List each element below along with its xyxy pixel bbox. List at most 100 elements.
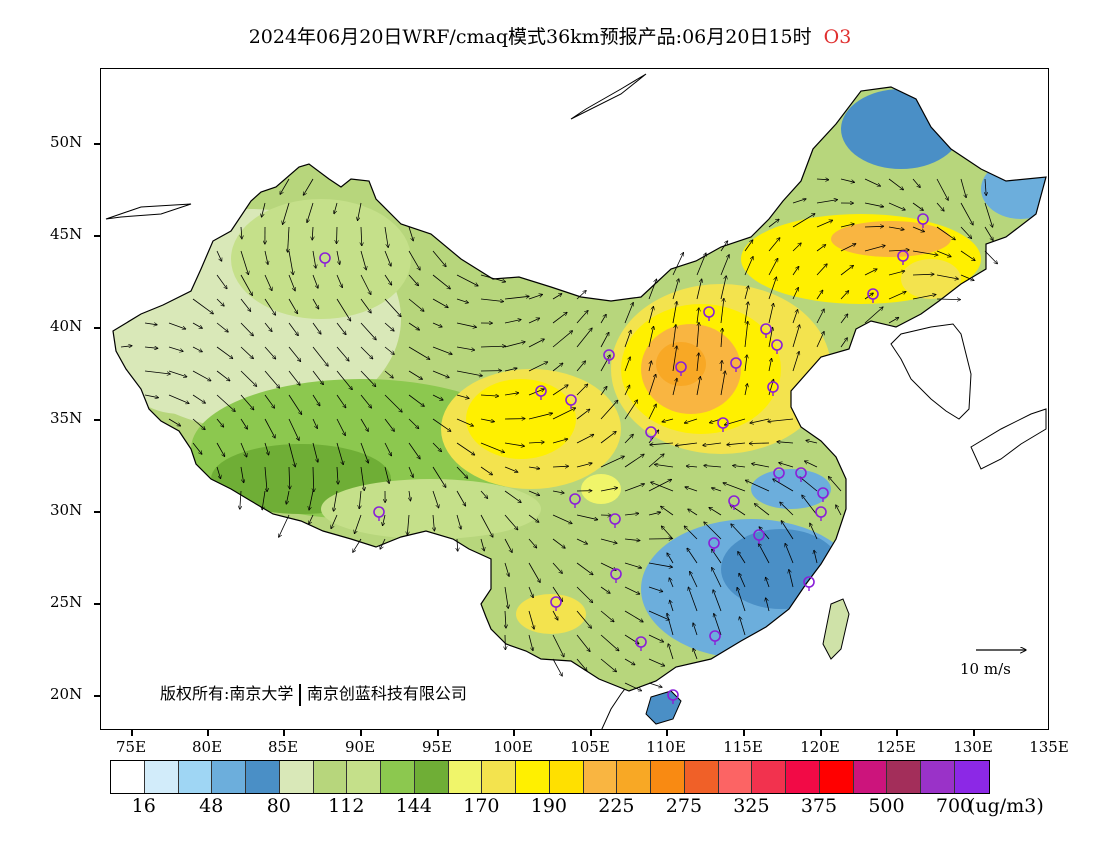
wind-vector xyxy=(840,338,847,348)
lat-tick xyxy=(94,511,100,513)
wind-vector xyxy=(408,346,430,360)
wind-vector xyxy=(768,303,774,324)
wind-vector xyxy=(912,226,925,232)
wind-vector xyxy=(828,477,842,492)
wind-vector xyxy=(168,322,186,329)
wind-vector xyxy=(600,355,610,372)
wind-vector xyxy=(552,634,564,657)
wind-vector xyxy=(936,274,958,279)
wind-vector xyxy=(289,466,290,489)
wind-vector xyxy=(552,312,567,324)
wind-vector xyxy=(696,377,700,396)
lon-label-130: 130E xyxy=(953,738,993,756)
wind-vector xyxy=(504,393,519,396)
wind-vector xyxy=(802,495,818,516)
wind-vector xyxy=(283,202,290,225)
wind-vector xyxy=(576,384,588,396)
wind-vector xyxy=(576,291,586,300)
lat-label-45: 45N xyxy=(50,225,83,243)
wind-vector xyxy=(192,298,213,314)
wind-vector xyxy=(433,514,434,531)
wind-vector xyxy=(432,370,449,378)
wind-vector xyxy=(264,250,268,265)
legend-swatch xyxy=(246,761,280,793)
wind-vector xyxy=(432,394,443,400)
wind-vector xyxy=(240,490,241,509)
wind-vector xyxy=(648,634,664,642)
lon-tick xyxy=(743,730,745,736)
wind-vector xyxy=(576,586,593,603)
legend-label: 700 xyxy=(935,795,973,817)
wind-vector xyxy=(264,442,269,455)
wind-vector xyxy=(528,442,544,443)
wind-vector xyxy=(792,310,798,324)
wind-vector xyxy=(288,322,298,336)
wind-vector xyxy=(360,274,371,295)
wind-vector xyxy=(528,339,544,348)
wind-vector xyxy=(600,386,607,396)
wind-vector xyxy=(504,320,521,324)
wind-vector xyxy=(704,466,722,468)
wind-vector xyxy=(667,613,674,636)
wind-vector xyxy=(624,682,642,691)
lat-label-50: 50N xyxy=(50,133,83,151)
wind-vector xyxy=(785,543,794,564)
wind-vector xyxy=(456,394,469,398)
wind-vector xyxy=(888,271,905,276)
coastline-neighbor xyxy=(570,73,647,120)
wind-vector xyxy=(432,274,450,289)
lon-label-95: 95E xyxy=(421,738,453,756)
wind-vector xyxy=(704,522,722,540)
wind-vector xyxy=(354,514,362,534)
wind-vector xyxy=(576,463,592,468)
wind-vector xyxy=(650,443,674,445)
wind-vector xyxy=(727,443,746,445)
wind-vector xyxy=(696,253,706,276)
wind-vector xyxy=(384,274,392,285)
wind-vector xyxy=(528,634,533,651)
wind-vector xyxy=(936,178,948,200)
wind-vector xyxy=(768,327,773,348)
wind-vector xyxy=(192,394,205,403)
wind-vector xyxy=(576,409,590,420)
wind-vector xyxy=(684,526,698,540)
wind-vector xyxy=(744,286,749,300)
wind-vector xyxy=(720,371,725,396)
lon-tick xyxy=(131,730,133,736)
wind-vector xyxy=(552,491,564,493)
wind-vector xyxy=(888,226,904,230)
wind-vector xyxy=(288,274,295,291)
wind-vector xyxy=(648,512,661,516)
legend-swatch xyxy=(651,761,685,793)
wind-vector xyxy=(504,368,517,372)
wind-vector xyxy=(312,442,318,462)
legend-swatch xyxy=(381,761,415,793)
wind-vector xyxy=(168,346,183,351)
wind-vector xyxy=(288,298,298,314)
wind-vector xyxy=(309,490,314,510)
wind-vector xyxy=(840,178,855,182)
wind-vector xyxy=(576,361,586,372)
wind-vector xyxy=(336,346,349,361)
legend-label: 190 xyxy=(530,795,568,817)
wind-vector xyxy=(192,322,202,328)
wind-vector xyxy=(723,483,746,492)
wind-vector xyxy=(648,306,654,324)
wind-vector xyxy=(504,586,508,608)
legend-swatch xyxy=(718,761,753,793)
wind-vector xyxy=(721,328,722,348)
wind-vector xyxy=(144,394,159,398)
wind-vector xyxy=(288,250,293,275)
wind-vector xyxy=(240,250,249,275)
wind-vector xyxy=(240,298,251,311)
wind-vector xyxy=(528,294,543,300)
wind-vector xyxy=(264,394,275,408)
wind-vector xyxy=(480,490,488,499)
wind-vector xyxy=(721,361,722,372)
wind-vector xyxy=(624,484,645,492)
wind-vector xyxy=(312,226,313,240)
wind-vector xyxy=(780,502,794,516)
wind-vector xyxy=(504,342,525,348)
wind-vector xyxy=(576,514,598,520)
wind-vector xyxy=(360,250,366,270)
